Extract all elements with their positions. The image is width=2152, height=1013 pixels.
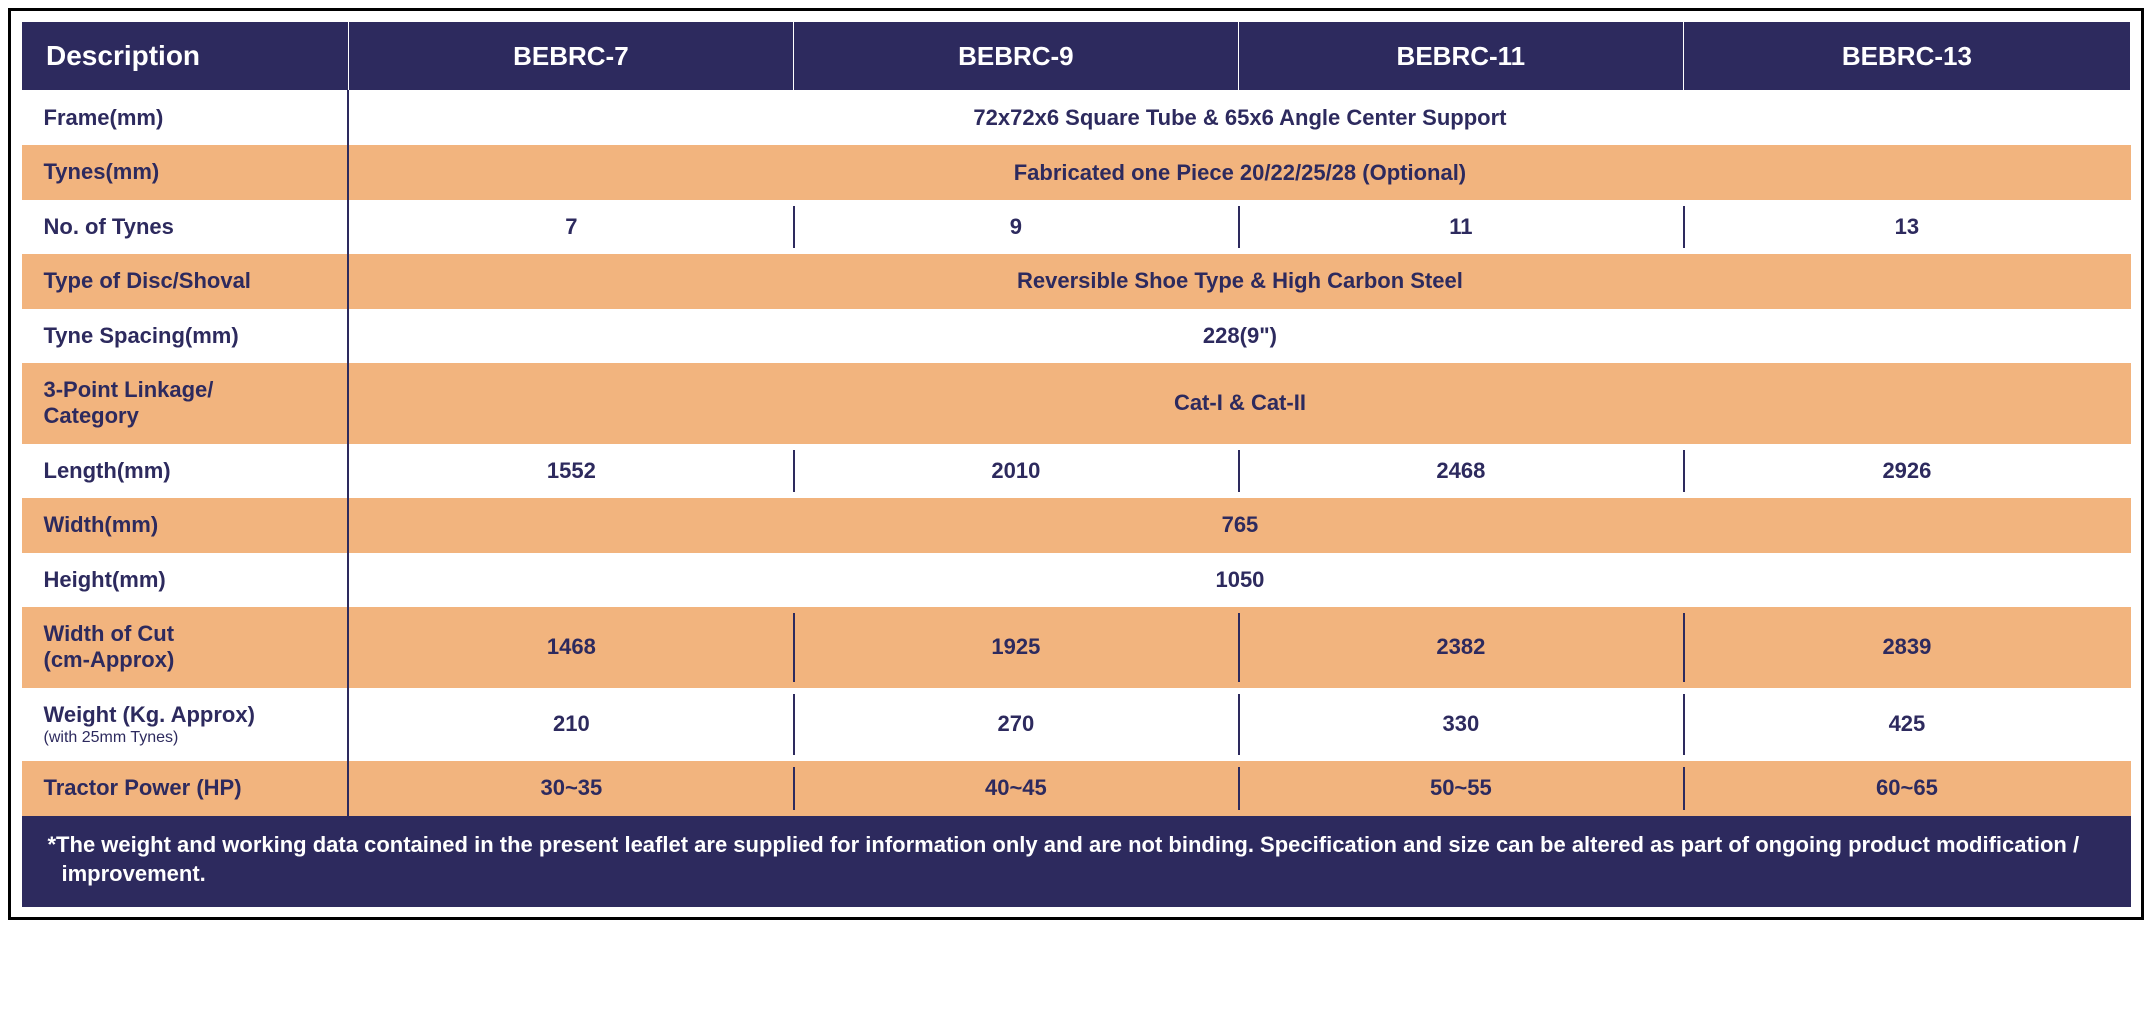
row-value: 40~45 (793, 761, 1238, 815)
row-label: No. of Tynes (22, 200, 349, 254)
row-value: 210 (348, 688, 793, 762)
row-value: 2468 (1238, 444, 1683, 498)
row-value: 11 (1238, 200, 1683, 254)
row-span-value: 72x72x6 Square Tube & 65x6 Angle Center … (348, 91, 2130, 146)
table-row: Tynes(mm)Fabricated one Piece 20/22/25/2… (22, 145, 2131, 199)
table-row: Type of Disc/ShovalReversible Shoe Type … (22, 254, 2131, 308)
row-label: Height(mm) (22, 553, 349, 607)
table-row: Height(mm)1050 (22, 553, 2131, 607)
table-header-row: Description BEBRC-7 BEBRC-9 BEBRC-11 BEB… (22, 22, 2131, 91)
row-value: 7 (348, 200, 793, 254)
row-value: 425 (1683, 688, 2130, 762)
table-row: Tyne Spacing(mm)228(9") (22, 309, 2131, 363)
row-label: Weight (Kg. Approx)(with 25mm Tynes) (22, 688, 349, 762)
header-model-2: BEBRC-11 (1238, 22, 1683, 91)
row-value: 50~55 (1238, 761, 1683, 815)
row-value: 60~65 (1683, 761, 2130, 815)
header-model-0: BEBRC-7 (348, 22, 793, 91)
row-span-value: 765 (348, 498, 2130, 552)
row-span-value: 228(9") (348, 309, 2130, 363)
row-label: Width(mm) (22, 498, 349, 552)
row-label: Tynes(mm) (22, 145, 349, 199)
table-row: Width(mm)765 (22, 498, 2131, 552)
row-label: Type of Disc/Shoval (22, 254, 349, 308)
row-value: 1925 (793, 607, 1238, 688)
table-frame: Description BEBRC-7 BEBRC-9 BEBRC-11 BEB… (8, 8, 2144, 920)
table-footer-row: *The weight and working data contained i… (22, 816, 2131, 907)
row-value: 270 (793, 688, 1238, 762)
header-model-1: BEBRC-9 (793, 22, 1238, 91)
row-span-value: 1050 (348, 553, 2130, 607)
row-span-value: Cat-I & Cat-II (348, 363, 2130, 444)
row-label: Frame(mm) (22, 91, 349, 146)
row-value: 2010 (793, 444, 1238, 498)
row-span-value: Fabricated one Piece 20/22/25/28 (Option… (348, 145, 2130, 199)
row-label-sub: (with 25mm Tynes) (44, 728, 330, 747)
table-body: Frame(mm)72x72x6 Square Tube & 65x6 Angl… (22, 91, 2131, 816)
header-description: Description (22, 22, 349, 91)
row-label: Tyne Spacing(mm) (22, 309, 349, 363)
row-label: Tractor Power (HP) (22, 761, 349, 815)
row-value: 2839 (1683, 607, 2130, 688)
row-span-value: Reversible Shoe Type & High Carbon Steel (348, 254, 2130, 308)
table-row: Frame(mm)72x72x6 Square Tube & 65x6 Angl… (22, 91, 2131, 146)
footer-text: *The weight and working data contained i… (48, 832, 2080, 887)
table-row: Width of Cut(cm-Approx)1468192523822839 (22, 607, 2131, 688)
row-value: 1552 (348, 444, 793, 498)
row-value: 330 (1238, 688, 1683, 762)
row-label: 3-Point Linkage/Category (22, 363, 349, 444)
row-value: 2926 (1683, 444, 2130, 498)
table-row: 3-Point Linkage/CategoryCat-I & Cat-II (22, 363, 2131, 444)
row-value: 30~35 (348, 761, 793, 815)
footer-note: *The weight and working data contained i… (22, 816, 2131, 907)
row-value: 9 (793, 200, 1238, 254)
table-row: Tractor Power (HP)30~3540~4550~5560~65 (22, 761, 2131, 815)
spec-table: Description BEBRC-7 BEBRC-9 BEBRC-11 BEB… (21, 21, 2131, 907)
row-value: 2382 (1238, 607, 1683, 688)
table-row: Length(mm)1552201024682926 (22, 444, 2131, 498)
row-label: Length(mm) (22, 444, 349, 498)
row-value: 13 (1683, 200, 2130, 254)
table-row: No. of Tynes791113 (22, 200, 2131, 254)
row-value: 1468 (348, 607, 793, 688)
table-row: Weight (Kg. Approx)(with 25mm Tynes)2102… (22, 688, 2131, 762)
header-model-3: BEBRC-13 (1683, 22, 2130, 91)
row-label: Width of Cut(cm-Approx) (22, 607, 349, 688)
